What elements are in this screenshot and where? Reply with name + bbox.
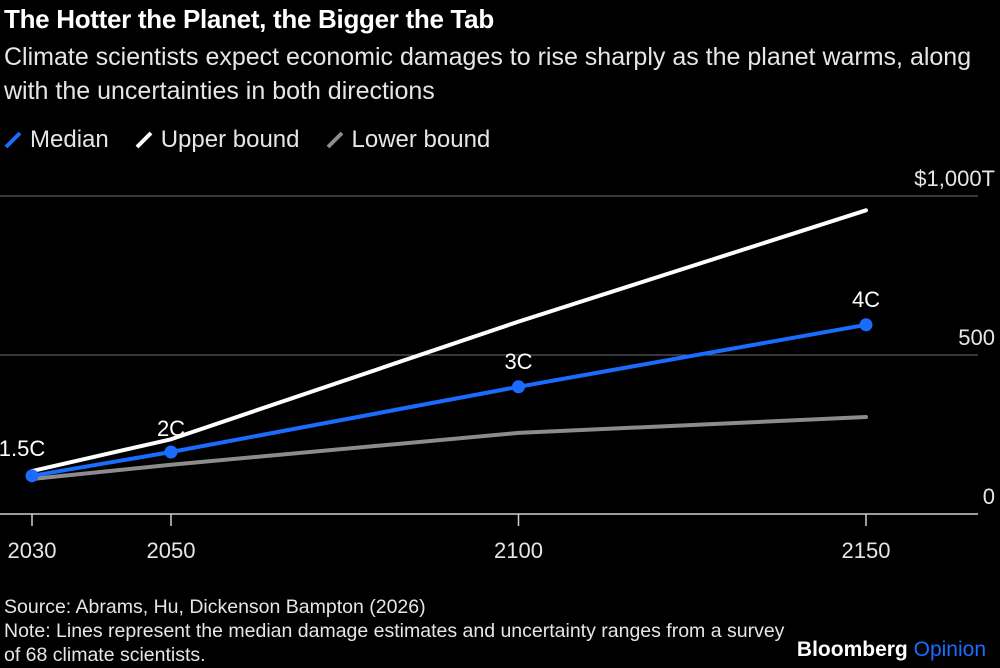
median-point-label: 1.5C	[0, 436, 45, 461]
median-point-label: 4C	[852, 287, 880, 312]
chart-footer: Source: Abrams, Hu, Dickenson Bampton (2…	[4, 595, 794, 667]
line-chart: 0 500 $1,000T 2030 2050 2100 2150 1.5C 2C 3C 4C	[0, 166, 995, 563]
median-point-label: 3C	[504, 349, 532, 374]
legend-upper-swatch-icon	[135, 131, 153, 149]
median-point-label: 2C	[157, 416, 185, 441]
x-tick-label: 2050	[147, 538, 196, 563]
chart-title: The Hotter the Planet, the Bigger the Ta…	[4, 4, 494, 34]
series-line-upper-bound	[30, 208, 868, 474]
legend-upper-label: Upper bound	[160, 126, 300, 153]
median-point	[512, 380, 525, 394]
median-point	[164, 445, 178, 459]
legend: Median Upper bound Lower bound	[4, 126, 490, 154]
brand-name: Bloomberg	[796, 638, 908, 661]
brand-logo: Bloomberg Opinion	[797, 638, 986, 662]
median-point	[859, 318, 873, 332]
y-tick-label: 500	[958, 325, 995, 350]
y-tick-label: $1,000T	[914, 166, 995, 191]
method-note: Note: Lines represent the median damage …	[4, 620, 785, 666]
series-line-lower-bound	[30, 415, 868, 482]
legend-median-label: Median	[30, 126, 109, 153]
median-point	[25, 469, 39, 483]
series-line-median	[30, 322, 868, 478]
legend-lower-swatch-icon	[326, 131, 343, 149]
brand-suffix: Opinion	[913, 638, 986, 661]
legend-item-lower: Lower bound	[326, 126, 491, 154]
x-tick-label: 2030	[8, 538, 57, 563]
legend-lower-label: Lower bound	[351, 126, 491, 153]
x-tick-label: 2150	[842, 538, 891, 563]
chart-subtitle: Climate scientists expect economic damag…	[4, 43, 972, 105]
legend-item-median: Median	[4, 126, 109, 154]
y-tick-label: 0	[983, 484, 995, 509]
source-note: Source: Abrams, Hu, Dickenson Bampton (2…	[4, 596, 426, 618]
legend-median-swatch-icon	[4, 131, 22, 149]
x-tick-label: 2100	[494, 538, 543, 563]
legend-item-upper: Upper bound	[135, 126, 300, 154]
